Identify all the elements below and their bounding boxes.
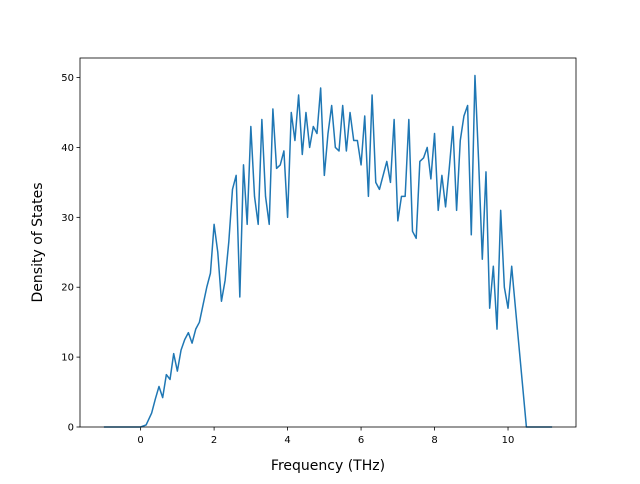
plot-frame xyxy=(79,57,577,428)
dos-series-line xyxy=(103,74,553,428)
y-tick-label-1: 10 xyxy=(61,353,74,364)
plot-layer xyxy=(103,74,553,428)
x-tick-label-1: 2 xyxy=(211,435,217,446)
x-tick-label-2: 4 xyxy=(284,435,290,446)
y-axis-label: Density of States xyxy=(30,183,46,303)
axis-ticks: 0 2 4 6 8 10 0 10 20 30 40 50 xyxy=(61,73,514,446)
x-tick-label-3: 6 xyxy=(358,435,364,446)
y-tick-label-4: 40 xyxy=(61,143,74,154)
y-tick-label-0: 0 xyxy=(68,423,74,434)
x-tick-label-4: 8 xyxy=(431,435,437,446)
x-tick-label-0: 0 xyxy=(137,435,143,446)
x-axis-label: Frequency (THz) xyxy=(271,458,385,474)
y-tick-label-2: 20 xyxy=(61,283,74,294)
y-tick-label-3: 30 xyxy=(61,213,74,224)
x-tick-label-5: 10 xyxy=(502,435,515,446)
y-tick-label-5: 50 xyxy=(61,73,74,84)
